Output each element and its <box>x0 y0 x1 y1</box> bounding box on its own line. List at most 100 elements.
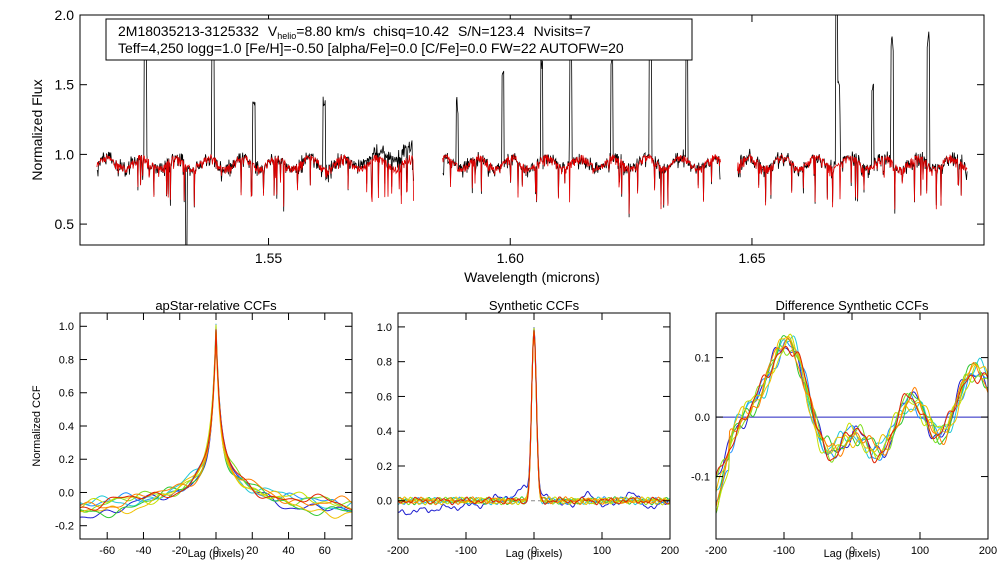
ccf1-ytick-label: 1.0 <box>59 321 74 333</box>
vhelio-prefix: V <box>268 23 278 39</box>
ccf3-panel: Difference Synthetic CCFs -200 -100 0 100 20… <box>691 298 997 560</box>
ccf1-xtick-label: 20 <box>246 545 258 557</box>
ccf3-series-line <box>716 344 988 480</box>
ccf1-xtick-label: -20 <box>172 545 188 557</box>
ccf2-ytick-label: 0.2 <box>377 461 392 473</box>
ccf3-series-line <box>716 337 988 508</box>
ccf2-series-line <box>398 331 670 506</box>
ccf3-series-line <box>716 340 988 503</box>
ccf1-series-line <box>80 330 352 519</box>
star-id: 2M18035213-3125332 <box>118 23 259 39</box>
ccf3-plot-area <box>716 333 988 514</box>
ccf3-ytick-label: 0.0 <box>695 412 710 424</box>
ccf2-title: Synthetic CCFs <box>489 298 580 313</box>
ccf3-xtick-label: -200 <box>705 545 727 557</box>
ccf1-y-ticks: -0.2 0.0 0.2 0.4 0.6 0.8 1.0 <box>55 321 352 533</box>
ccf1-series-line <box>80 329 352 513</box>
ccf1-ytick-label: -0.2 <box>55 521 74 533</box>
ccf2-ytick-label: 1.0 <box>377 322 392 334</box>
ccf1-series-line <box>80 336 352 519</box>
ccf1-series-line <box>80 329 352 519</box>
vhelio-value: =8.80 km/s <box>296 23 365 39</box>
ccf2-ytick-label: 0.8 <box>377 357 392 369</box>
ccf1-ytick-label: 0.8 <box>59 354 74 366</box>
ccf2-frame <box>397 312 671 540</box>
spectrum-ytick-label: 0.5 <box>55 216 75 232</box>
snr: S/N=123.4 <box>458 23 525 39</box>
ccf1-plot-area <box>80 323 352 519</box>
ccf1-ytick-label: 0.2 <box>59 454 74 466</box>
ccf2-xtick-label: 200 <box>661 545 679 557</box>
ccf2-y-ticks: 0.0 0.2 0.4 0.6 0.8 1.0 <box>377 322 670 508</box>
ccf2-plot-area <box>398 327 670 516</box>
ccf2-series-line <box>398 327 670 506</box>
ccf1-series-line <box>80 330 352 510</box>
spectrum-observed-line <box>96 37 414 245</box>
ccf3-ytick-label: -0.1 <box>691 471 710 483</box>
ccf2-series-line <box>398 330 670 506</box>
ccf3-series-line <box>716 335 988 491</box>
ccf1-xtick-label: -40 <box>136 545 152 557</box>
spectrum-ytick-label: 1.5 <box>55 77 75 93</box>
ccf2-ytick-label: 0.6 <box>377 391 392 403</box>
spectrum-xlabel: Wavelength (microns) <box>464 269 600 285</box>
ccf2-series-line <box>398 330 670 506</box>
ccf2-series-line <box>398 333 670 506</box>
spectrum-plot-area <box>96 15 968 245</box>
spectrum-xtick-label: 1.60 <box>497 250 524 266</box>
spectrum-info-line2: Teff=4,250 logg=1.0 [Fe/H]=-0.50 [alpha/… <box>118 40 624 56</box>
ccf1-ytick-label: 0.0 <box>59 487 74 499</box>
ccf1-series-line <box>80 323 352 513</box>
ccf1-series-line <box>80 331 352 509</box>
ccf2-xtick-label: 0 <box>531 545 537 557</box>
ccf1-ytick-label: 0.4 <box>59 421 74 433</box>
ccf2-x-ticks: -200 -100 0 100 200 <box>387 313 679 557</box>
ccf3-xlabel: Lag (pixels) <box>824 548 881 560</box>
spectrum-ylabel: Normalized Flux <box>29 79 45 180</box>
ccf1-x-ticks: -60 -40 -20 0 20 40 60 <box>99 313 331 557</box>
ccf1-xtick-label: -60 <box>99 545 115 557</box>
ccf3-series-line <box>716 333 988 513</box>
ccf1-panel: apStar-relative CCFs -60 -40 -20 0 20 40 60 -0… <box>31 298 353 560</box>
spectrum-model-line <box>96 153 414 207</box>
ccf1-series-line <box>80 329 352 511</box>
chisq: chisq=10.42 <box>373 23 449 39</box>
ccf2-series-line <box>398 327 670 516</box>
spectrum-ytick-label: 2.0 <box>55 7 75 23</box>
ccf3-series-line <box>716 345 988 477</box>
spectrum-observed-line <box>737 15 968 214</box>
ccf3-title: Difference Synthetic CCFs <box>776 298 929 313</box>
ccf1-series-line <box>80 324 352 511</box>
ccf3-xtick-label: 100 <box>911 545 929 557</box>
ccf2-panel: Synthetic CCFs -200 -100 0 100 200 0.0 0.2 0.4… <box>377 298 679 560</box>
ccf2-series-line <box>398 330 670 506</box>
ccf3-ytick-label: 0.1 <box>695 352 710 364</box>
ccf1-xtick-label: 40 <box>282 545 294 557</box>
ccf2-series-line <box>398 330 670 506</box>
ccf2-xtick-label: 100 <box>593 545 611 557</box>
ccf3-xtick-label: 0 <box>849 545 855 557</box>
spectrum-panel: 1.55 1.60 1.65 0.5 1.0 1.5 2.0 Wavelength (mi… <box>29 7 985 285</box>
ccf3-x-ticks: -200 -100 0 100 200 <box>705 313 997 557</box>
ccf1-title: apStar-relative CCFs <box>155 298 277 313</box>
ccf2-xlabel: Lag (pixels) <box>506 548 563 560</box>
spectrum-ytick-label: 1.0 <box>55 146 75 162</box>
ccf2-series-line <box>398 327 670 506</box>
spectrum-xtick-label: 1.65 <box>738 250 765 266</box>
ccf1-ylabel: Normalized CCF <box>31 385 43 467</box>
ccf2-ytick-label: 0.0 <box>377 496 392 508</box>
spectrum-xtick-label: 1.55 <box>255 250 282 266</box>
spectrum-model-line <box>737 153 968 210</box>
ccf3-xtick-label: 200 <box>979 545 997 557</box>
spectrum-model-line <box>442 153 721 214</box>
ccf2-xtick-label: -200 <box>387 545 409 557</box>
vhelio-sub: helio <box>277 31 296 41</box>
ccf3-xtick-label: -100 <box>773 545 795 557</box>
ccf1-xtick-label: 60 <box>319 545 331 557</box>
ccf1-xtick-label: 0 <box>213 545 219 557</box>
ccf2-xtick-label: -100 <box>455 545 477 557</box>
spectrum-info-line1: 2M18035213-3125332 Vhelio=8.80 km/s chisq=… <box>118 23 591 41</box>
ccf3-series-line <box>716 346 988 478</box>
ccf1-xlabel: Lag (pixels) <box>188 548 245 560</box>
